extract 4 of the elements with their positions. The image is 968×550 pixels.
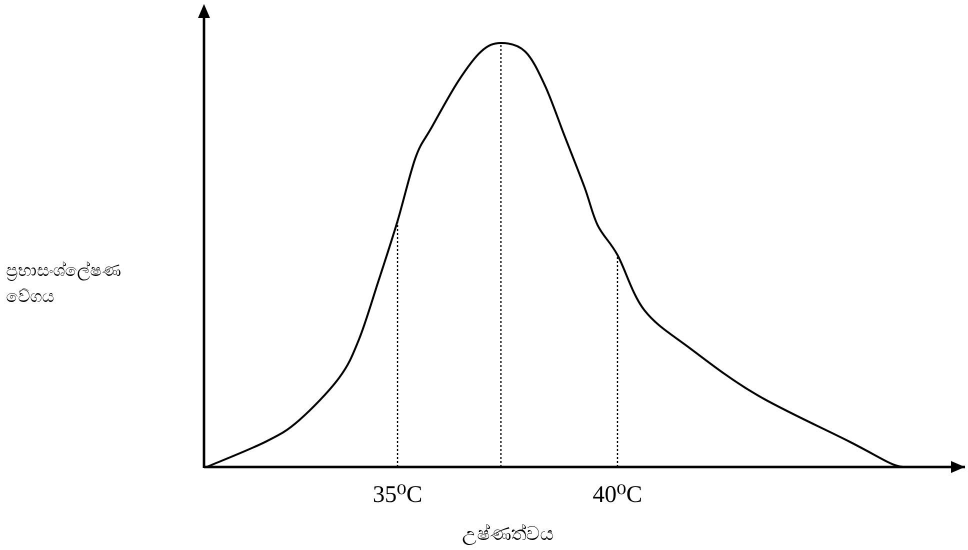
x-tick-label: 35⁰C (372, 482, 422, 508)
x-tick-label: 40⁰C (592, 482, 642, 508)
x-axis-title: උෂ්ණත්වය (462, 523, 554, 545)
y-axis-title: ප්‍රභාසංශ්ලේෂණ වේගය (6, 261, 121, 307)
